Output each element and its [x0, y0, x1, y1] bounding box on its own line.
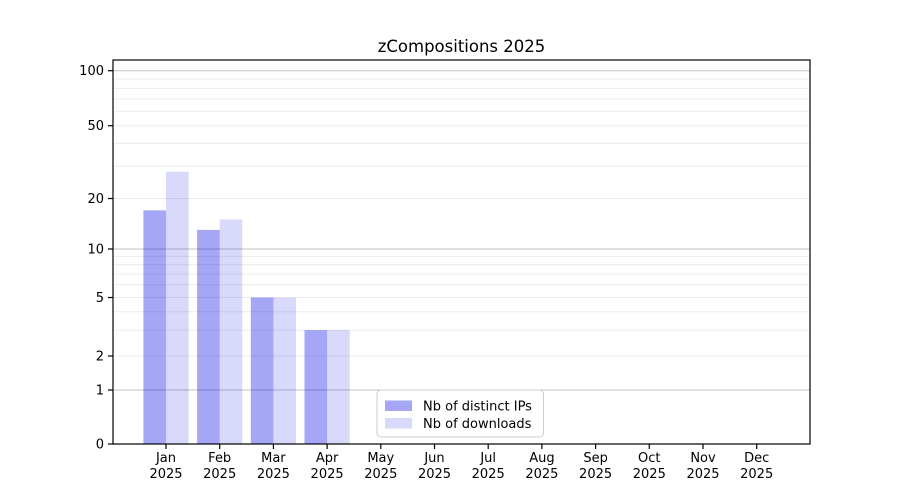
plot-border [112, 59, 811, 445]
legend: Nb of distinct IPs Nb of downloads [376, 389, 544, 438]
x-tick-label: Nov 2025 [686, 451, 719, 482]
legend-label-distinct-ips: Nb of distinct IPs [423, 400, 532, 415]
legend-swatch-downloads [385, 418, 412, 429]
bar-distinct-ips-feb [197, 229, 220, 444]
x-axis: Jan 2025 Feb 2025 Mar 2025 Apr 2025 May 2025 Jun 20… [149, 444, 773, 482]
bar-distinct-ips-mar [250, 297, 274, 444]
bar-downloads-feb [219, 219, 243, 444]
y-tick-label: 20 [87, 192, 104, 207]
y-axis: 0 1 2 5 10 20 50 100 [79, 64, 113, 453]
x-tick-label: May 2025 [364, 451, 397, 482]
x-tick-label: Jun 2025 [418, 451, 451, 482]
x-tick-label: Aug 2025 [525, 451, 558, 482]
bar-distinct-ips-apr [304, 330, 328, 444]
y-tick-label: 10 [87, 243, 104, 258]
y-tick-label: 100 [79, 64, 104, 79]
x-tick-label: Oct 2025 [633, 451, 666, 482]
bar-downloads-jan [166, 171, 189, 444]
legend-label-downloads: Nb of downloads [423, 417, 532, 432]
legend-box [376, 389, 544, 438]
x-tick-label: Jul 2025 [472, 451, 505, 482]
x-tick-label: Jan 2025 [149, 451, 182, 482]
bar-downloads-mar [273, 297, 296, 444]
x-tick-label: Apr 2025 [311, 451, 344, 482]
y-tick-label: 50 [87, 119, 104, 134]
bar-distinct-ips-jan [143, 210, 166, 444]
legend-swatch-distinct-ips [385, 400, 412, 411]
x-tick-label: Sep 2025 [579, 451, 612, 482]
y-tick-label: 2 [96, 349, 104, 364]
chart-title: zCompositions 2025 [378, 37, 546, 56]
y-tick-label: 5 [96, 291, 104, 306]
x-tick-label: Mar 2025 [257, 451, 290, 482]
bar-downloads-apr [327, 330, 350, 444]
y-tick-label: 1 [96, 384, 104, 399]
x-tick-label: Feb 2025 [203, 451, 236, 482]
x-tick-label: Dec 2025 [740, 451, 773, 482]
y-tick-label: 0 [96, 438, 104, 453]
bars [143, 171, 350, 444]
